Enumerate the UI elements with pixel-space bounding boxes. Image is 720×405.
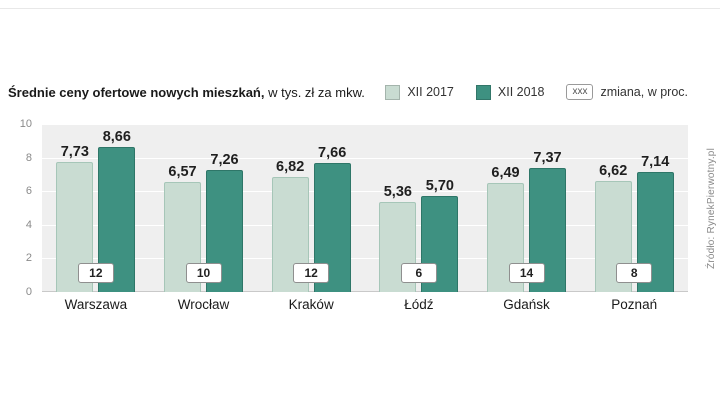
change-badge: 10 [185,263,222,283]
chart-title-bold: Średnie ceny ofertowe nowych mieszkań, [8,84,265,100]
change-badge: 12 [77,263,114,283]
gridline-y8 [42,157,688,159]
bar-2017: 7,73 [56,144,94,292]
legend-label-2018: XII 2018 [497,85,545,99]
y-tick-label: 2 [25,252,32,265]
change-badge: 8 [616,263,653,283]
source-text: Źródło: RynekPierwotny.pl [706,147,717,269]
category-labels: Warszawa Wrocław Kraków Łódź Gdańsk Poznań [42,297,688,312]
change-badge: 6 [400,263,437,283]
bar-2018: 7,26 [206,152,243,292]
bar-group-wrocław: 6,57 7,26 10 [150,124,258,292]
gridline-y10 [42,124,688,125]
y-tick-label: 8 [25,151,32,164]
bar-groups: 7,73 8,66 12 6,57 7,26 10 6,82 7,66 12 5,36 5,70 6 6… [42,124,688,292]
category-label-gdańsk: Gdańsk [503,297,550,312]
value-label: 5,70 [425,178,454,195]
value-label: 7,37 [533,150,562,167]
chart-header: Średnie ceny ofertowe nowych mieszkań, w… [8,84,688,100]
value-label: 6,62 [599,162,628,179]
value-label: 6,49 [491,164,520,181]
gridline-y2 [42,258,688,260]
legend-swatch-2018 [475,84,491,100]
legend-label-2017: XII 2017 [407,85,454,99]
value-label: 7,73 [60,144,89,161]
chart-title: Średnie ceny ofertowe nowych mieszkań, w… [8,85,365,100]
source-credit: Źródło: RynekPierwotny.pl [706,124,717,292]
category-label-poznań: Poznań [611,297,658,312]
gridline-y4 [42,224,688,226]
value-label: 6,57 [168,163,197,180]
category-label-wrocław: Wrocław [177,297,230,312]
category-label-kraków: Kraków [288,297,334,312]
bar-group-warszawa: 7,73 8,66 12 [42,124,150,292]
bar-group-poznań: 6,62 7,14 8 [580,124,688,292]
category-label-łódź: Łódź [404,297,434,312]
gridline-y6 [42,191,688,193]
bar-group-łódź: 5,36 5,70 6 [365,124,473,292]
y-axis: 0 2 4 6 8 10 [0,118,37,298]
chart-title-units: w tys. zł za mkw. [264,84,365,100]
category-label-warszawa: Warszawa [64,297,128,312]
legend-change-box: xxx [566,84,594,100]
y-tick-label: 4 [25,218,32,231]
y-tick-label: 10 [19,118,32,130]
change-badge: 14 [508,263,545,283]
value-label: 7,66 [318,145,347,162]
value-label: 5,36 [383,183,412,200]
bar-2018: 5,70 [421,178,459,292]
chart-legend: XII 2017 XII 2018 xxx zmiana, w proc. [385,84,688,100]
bar-2017: 6,62 [594,163,632,292]
legend-change-label: zmiana, w proc. [600,85,688,99]
value-label: 7,14 [641,154,670,171]
bar-group-gdańsk: 6,49 7,37 14 [473,124,581,292]
bar-group-kraków: 6,82 7,66 12 [257,124,365,292]
y-tick-label: 0 [25,286,32,298]
gridline-y0 [42,291,688,292]
bar-2017: 6,49 [487,165,525,292]
legend-swatch-2017 [385,84,401,100]
top-divider [0,8,720,9]
value-label: 8,66 [102,128,131,145]
value-label: 7,26 [210,152,239,169]
change-badge: 12 [293,263,330,283]
y-tick-label: 6 [25,185,32,198]
plot-area: 7,73 8,66 12 6,57 7,26 10 6,82 7,66 12 5,36 5,70 6 6… [42,124,688,292]
value-label: 6,82 [276,159,305,176]
